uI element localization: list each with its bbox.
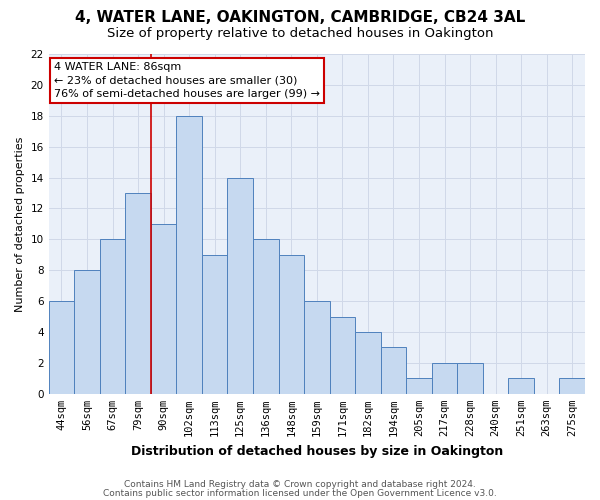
Bar [432,363,457,394]
X-axis label: Distribution of detached houses by size in Oakington: Distribution of detached houses by size … [131,444,503,458]
Bar [176,116,202,394]
Bar [329,316,355,394]
Bar [304,301,329,394]
Bar [100,240,125,394]
Bar [380,348,406,394]
Y-axis label: Number of detached properties: Number of detached properties [15,136,25,312]
Bar [278,255,304,394]
Bar [74,270,100,394]
Text: Contains HM Land Registry data © Crown copyright and database right 2024.: Contains HM Land Registry data © Crown c… [124,480,476,489]
Bar [406,378,432,394]
Bar [355,332,380,394]
Bar [253,240,278,394]
Bar [151,224,176,394]
Text: Size of property relative to detached houses in Oakington: Size of property relative to detached ho… [107,28,493,40]
Bar [508,378,534,394]
Bar [49,301,74,394]
Bar [559,378,585,394]
Text: 4, WATER LANE, OAKINGTON, CAMBRIDGE, CB24 3AL: 4, WATER LANE, OAKINGTON, CAMBRIDGE, CB2… [75,10,525,25]
Text: 4 WATER LANE: 86sqm
← 23% of detached houses are smaller (30)
76% of semi-detach: 4 WATER LANE: 86sqm ← 23% of detached ho… [54,62,320,99]
Bar [457,363,483,394]
Bar [125,193,151,394]
Bar [227,178,253,394]
Text: Contains public sector information licensed under the Open Government Licence v3: Contains public sector information licen… [103,488,497,498]
Bar [202,255,227,394]
